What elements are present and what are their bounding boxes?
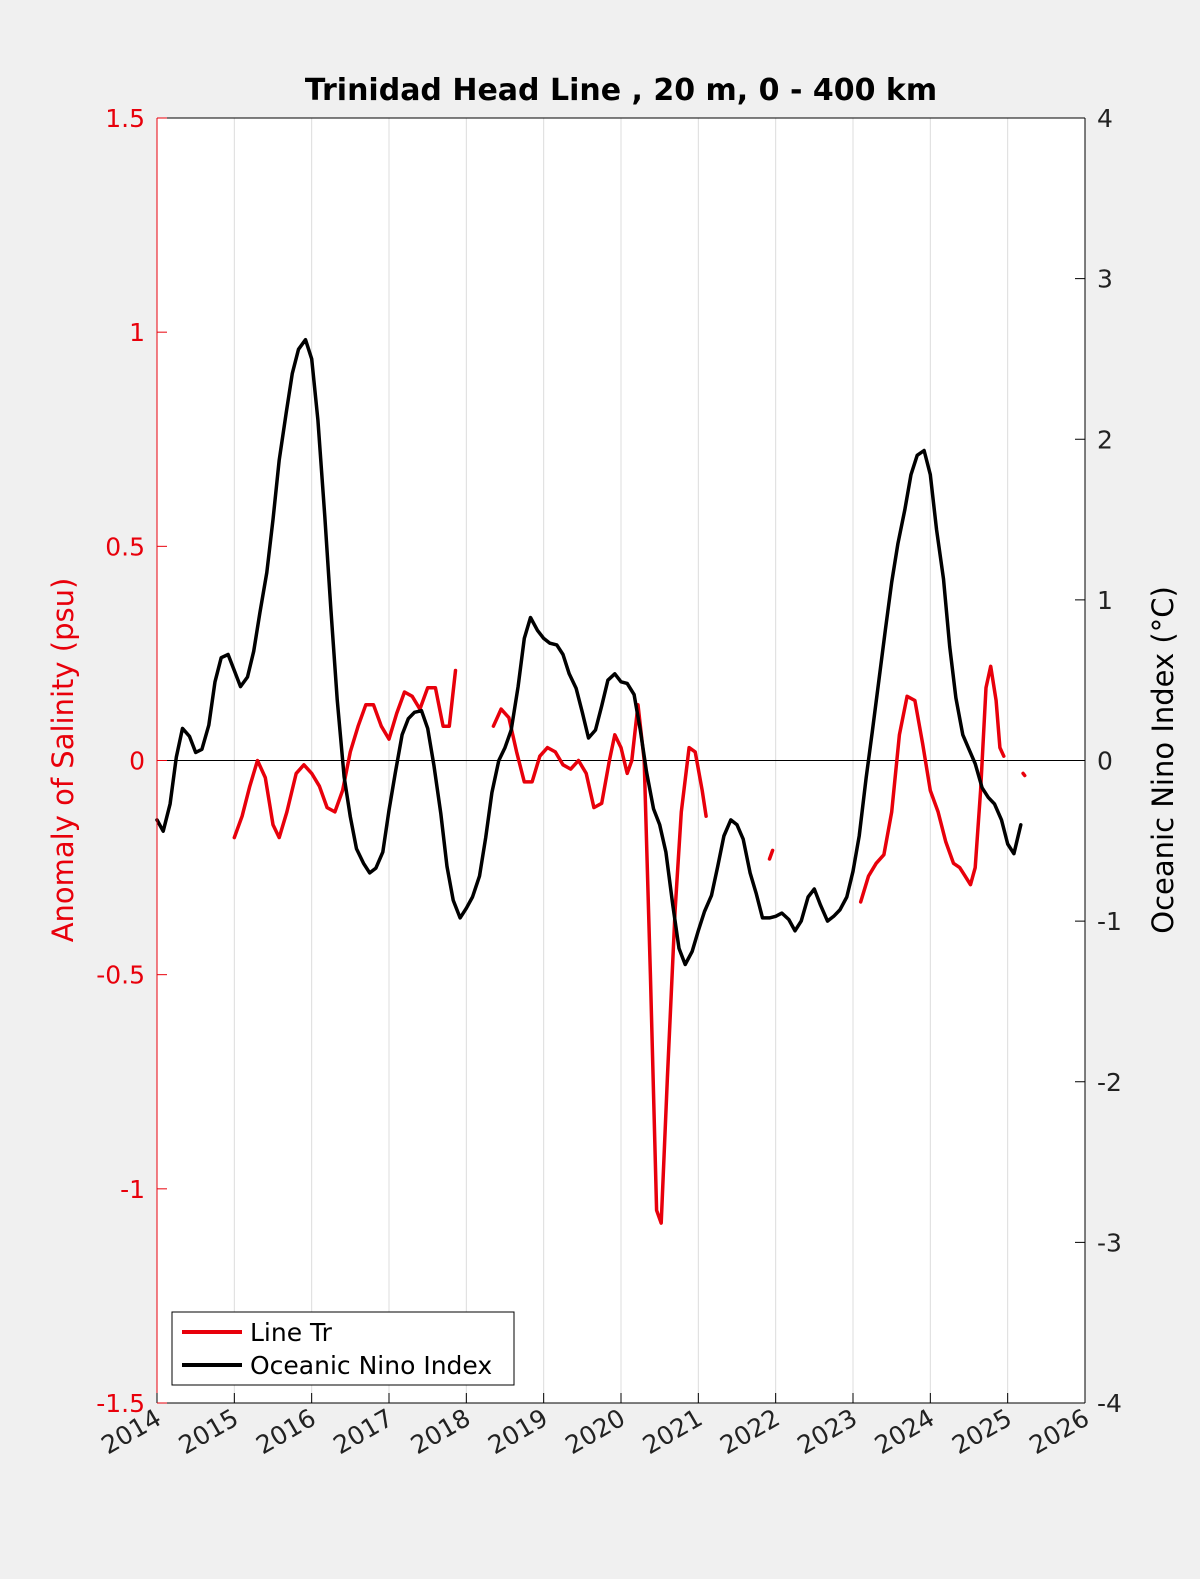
right-tick-label-4: 4: [1097, 104, 1113, 133]
right-axis-label: Oceanic Nino Index (°C): [1146, 586, 1180, 934]
legend-box: [171, 1311, 515, 1386]
right-tick-label-0: 0: [1097, 747, 1113, 776]
oni-series-segment-0: [155, 337, 1023, 967]
right-tick-label--4: -4: [1097, 1389, 1122, 1418]
legend: Line Tr Oceanic Nino Index: [171, 1311, 515, 1386]
left-tick-label-0.5: 0.5: [105, 532, 145, 561]
salinity-series-segment-3: [858, 664, 1006, 904]
salinity-series-segment-0: [232, 668, 458, 840]
right-tick-label--1: -1: [1097, 907, 1122, 936]
left-tick-label--1: -1: [120, 1175, 145, 1204]
left-tick-label-0: 0: [129, 747, 145, 776]
salinity-series-segment-2: [767, 848, 775, 861]
legend-label-line-tr: Line Tr: [250, 1318, 333, 1347]
series-layer: [155, 337, 1027, 1225]
salinity-series-segment-4: [1021, 771, 1027, 778]
right-tick-label-2: 2: [1097, 425, 1113, 454]
left-axis-label: Anomaly of Salinity (psu): [46, 578, 80, 943]
legend-label-oni: Oceanic Nino Index: [250, 1351, 492, 1380]
left-tick-label--0.5: -0.5: [96, 961, 145, 990]
chart-title: Trinidad Head Line , 20 m, 0 - 400 km: [305, 73, 937, 108]
left-tick-label--1.5: -1.5: [96, 1389, 145, 1418]
right-tick-label--2: -2: [1097, 1068, 1122, 1097]
right-tick-label-1: 1: [1097, 586, 1113, 615]
left-tick-label-1: 1: [129, 318, 145, 347]
salinity-series-segment-1: [491, 703, 708, 1225]
left-tick-label-1.5: 1.5: [105, 104, 145, 133]
right-tick-label-3: 3: [1097, 265, 1113, 294]
right-tick-label--3: -3: [1097, 1228, 1122, 1257]
